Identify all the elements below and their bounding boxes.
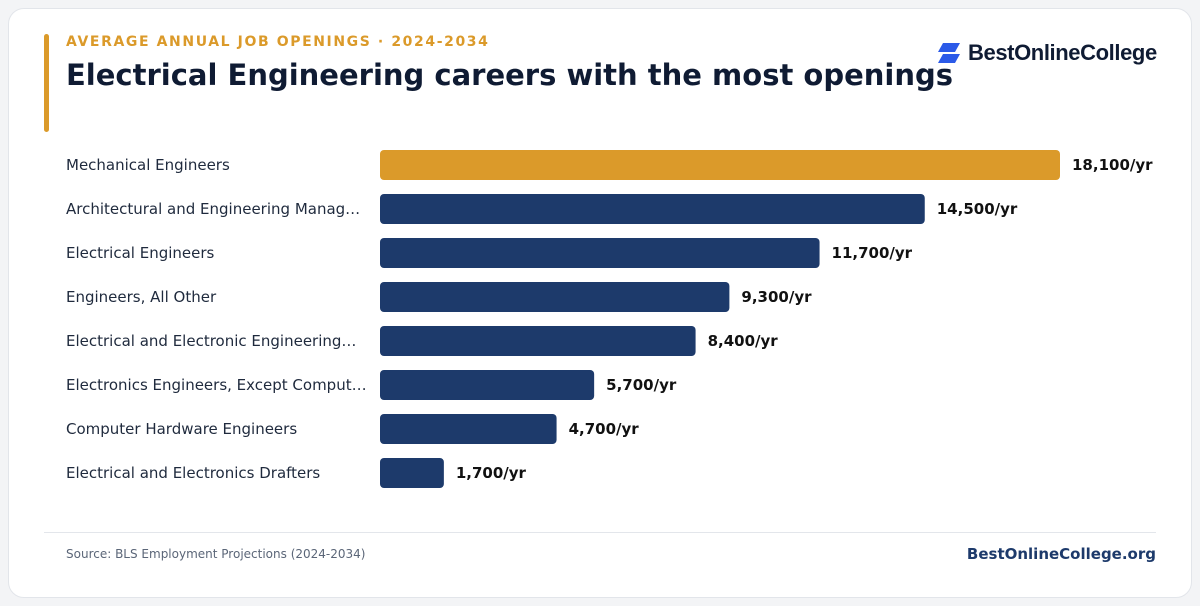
bar (380, 194, 925, 224)
category-label: Electrical Engineers (66, 244, 215, 262)
source-note: Source: BLS Employment Projections (2024… (66, 547, 366, 561)
chart-eyebrow: AVERAGE ANNUAL JOB OPENINGS · 2024-2034 (66, 34, 490, 50)
bar-value-label: 14,500/yr (937, 200, 1018, 218)
category-label: Electrical and Electronic Engineering… (66, 332, 356, 350)
category-label: Engineers, All Other (66, 288, 217, 306)
bar-value-label: 4,700/yr (569, 420, 640, 438)
bar-value-label: 11,700/yr (832, 244, 913, 262)
bar-value-label: 1,700/yr (456, 464, 527, 482)
bar-value-label: 8,400/yr (708, 332, 779, 350)
category-label: Computer Hardware Engineers (66, 420, 297, 438)
bar (380, 414, 557, 444)
logo-text: BestOnlineCollege (968, 40, 1157, 65)
category-label: Electrical and Electronics Drafters (66, 464, 320, 482)
header-accent-bar (44, 34, 49, 132)
bar (380, 150, 1060, 180)
footer-divider (44, 532, 1156, 533)
category-label: Electronics Engineers, Except Comput… (66, 376, 367, 394)
category-label: Architectural and Engineering Manag… (66, 200, 360, 218)
bar (380, 370, 595, 400)
bar-value-label: 18,100/yr (1072, 156, 1153, 174)
bar (380, 326, 696, 356)
category-label: Mechanical Engineers (66, 156, 230, 174)
brand-logo[interactable]: BestOnlineCollege (936, 38, 1157, 68)
logo-icon (938, 43, 960, 63)
bar (380, 458, 444, 488)
bar-value-label: 5,700/yr (606, 376, 677, 394)
bar (380, 282, 730, 312)
bar-value-label: 9,300/yr (741, 288, 812, 306)
bar (380, 238, 820, 268)
footer-site-link[interactable]: BestOnlineCollege.org (966, 545, 1156, 563)
chart-title: Electrical Engineering careers with the … (66, 58, 954, 92)
